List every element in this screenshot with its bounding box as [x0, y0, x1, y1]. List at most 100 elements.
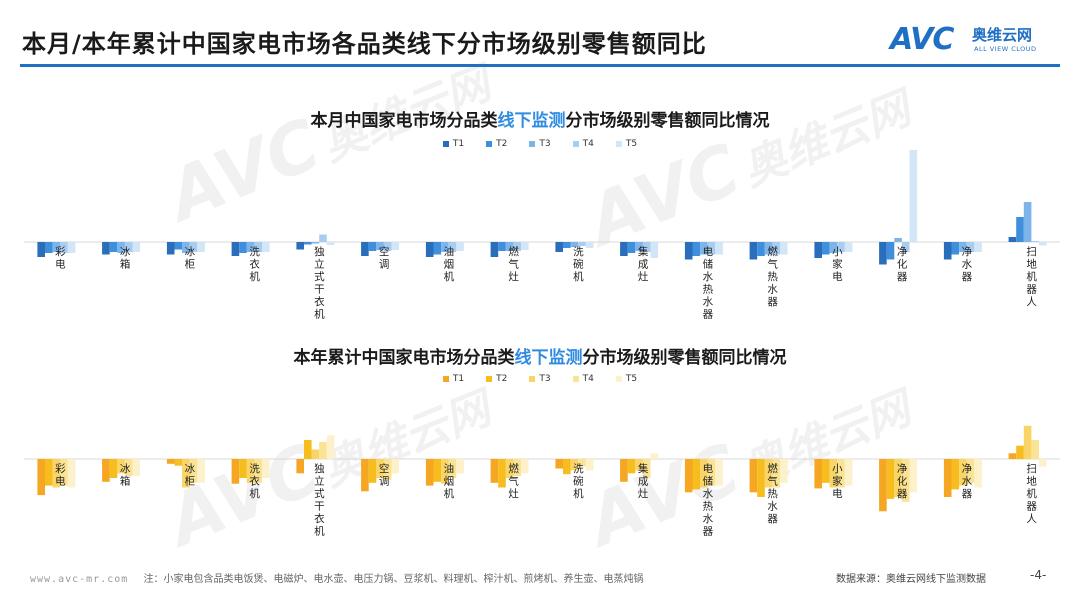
chart2-bar-t4: [901, 459, 910, 502]
chart2-bar-t1: [879, 459, 887, 512]
chart1-bar-t2: [1016, 217, 1024, 242]
chart1-bar-t1: [555, 242, 563, 252]
chart2-bar-t3: [246, 459, 255, 483]
chart1-bar-t3: [376, 242, 384, 250]
legend-label: T5: [625, 139, 638, 149]
chart1-bar-t2: [45, 242, 53, 253]
chart1-bar-t4: [124, 242, 133, 252]
legend-label: T2: [496, 139, 508, 149]
chart1-bar-t3: [1023, 202, 1032, 242]
logo-en: ALL VIEW CLOUD: [974, 45, 1037, 53]
chart2-category-label: 洗衣机: [249, 463, 260, 500]
page-title: 本月/本年累计中国家电市场各品类线下分市场级别零售额同比: [22, 30, 707, 58]
chart1-bar-t1: [166, 242, 175, 255]
chart2-bar-t4: [772, 459, 780, 488]
chart2-bar-t2: [692, 459, 701, 490]
chart1-bar-t4: [513, 242, 521, 251]
chart1-bar-t5: [715, 242, 723, 255]
chart2-bar-t4: [966, 459, 975, 483]
chart2-bar-t4: [254, 459, 262, 483]
chart1-bar-t1: [490, 242, 499, 257]
chart1-category-label: 集成灶: [638, 245, 649, 283]
chart2-bar-t3: [505, 459, 514, 478]
chart1-bar-t2: [822, 242, 830, 255]
chart1-bar-t3: [959, 242, 967, 252]
chart1-legend-t2: T2: [486, 139, 507, 149]
chart2-bar-t4: [1031, 440, 1039, 459]
chart1-category-label: 燃气热水器: [767, 245, 778, 308]
chart1-bar-t4: [837, 242, 845, 252]
chart1-bar-t3: [117, 242, 125, 253]
chart2-bar-t4: [707, 459, 716, 486]
chart2-bar-t1: [555, 459, 563, 469]
chart2-bar-t4: [448, 459, 457, 478]
chart1-bar-t5: [585, 242, 594, 248]
chart2-bar-t1: [749, 459, 758, 493]
chart2-bar-t4: [383, 459, 392, 480]
chart1-bar-t3: [311, 242, 320, 244]
chart2-bar-t1: [490, 459, 499, 483]
chart1-bar-t4: [578, 242, 586, 246]
legend-label: T3: [539, 139, 551, 149]
chart1-bar-t3: [829, 242, 838, 253]
chart1-bar-t5: [521, 242, 529, 250]
chart1-bar-t3: [700, 242, 708, 255]
chart2-bar-t3: [376, 459, 384, 478]
chart1-bar-t5: [1039, 242, 1047, 246]
chart2-bar-t2: [951, 459, 960, 490]
chart2-category-label: 冰箱: [120, 462, 131, 488]
chart1-bar-t2: [304, 242, 312, 245]
chart2-legend: T1 T2 T3 T4 T5: [0, 374, 1080, 384]
chart2-bar-t5: [197, 459, 205, 483]
chart2-bar-t2: [627, 459, 636, 474]
chart2-bar-t4: [189, 459, 198, 483]
chart1-title-highlight: 线下监测: [497, 111, 566, 131]
legend-swatch: [529, 376, 536, 382]
chart1-bar-t1: [1008, 237, 1017, 242]
chart2-bar-t1: [37, 459, 45, 496]
chart2-bar-t4: [513, 459, 521, 477]
chart2-bar-t4: [578, 459, 586, 467]
chart1-bar-t1: [684, 242, 693, 260]
footer-url[interactable]: www.avc-mr.com: [30, 574, 129, 585]
chart1-category-label: 彩电: [55, 246, 66, 271]
chart2-bar-t4: [124, 459, 133, 477]
chart2-bar-t2: [109, 459, 118, 478]
chart2-bar-t1: [231, 459, 240, 484]
chart1-category-label: 净化器: [897, 245, 908, 283]
chart1-category-label: 油烟机: [444, 245, 455, 283]
chart1-bar-t3: [182, 242, 190, 253]
chart2-bar-t1: [166, 459, 175, 464]
chart2-category-label: 空调: [379, 462, 390, 488]
chart1-bar-t5: [132, 242, 141, 252]
chart2-legend-t4: T4: [572, 374, 594, 384]
legend-swatch: [442, 376, 449, 382]
chart1-plot: 彩电 冰箱 冰柜 洗衣机 独立式干衣机 空调 油烟机 燃气灶 洗碗机 集成灶 电储水热水器 燃气热水器…: [24, 150, 1060, 321]
legend-swatch: [615, 376, 622, 382]
legend-label: T4: [582, 374, 594, 384]
chart2-plot: 彩电 冰箱 冰柜 洗衣机 独立式干衣机 空调 油烟机 燃气灶 洗碗机 集成灶 电储水热水器 燃气热水器…: [24, 425, 1060, 538]
chart1-category-label: 洗碗机: [573, 246, 584, 283]
chart2-bar-t1: [425, 459, 434, 486]
chart1-bar-t5: [262, 242, 270, 252]
chart1-bar-t5: [909, 150, 918, 242]
chart2-bar-t2: [1016, 445, 1024, 459]
chart1-legend-t4: T4: [572, 139, 594, 149]
chart1-bar-t2: [174, 242, 183, 250]
chart2-bar-t1: [361, 459, 369, 492]
chart1-bar-t2: [368, 242, 377, 251]
chart1-bar-t1: [425, 242, 434, 257]
chart1-legend-t5: T5: [615, 139, 638, 149]
chart2-bar-t1: [296, 459, 304, 474]
logo: AVC 奥维云网 ALL VIEW CLOUD: [890, 22, 1060, 62]
chart2-bar-t3: [700, 459, 708, 488]
chart2-bar-t4: [319, 441, 327, 459]
chart2-bar-t5: [326, 435, 335, 460]
footer-source: 数据来源：奥维云网线下监测数据: [836, 574, 986, 585]
chart2-bar-t5: [974, 459, 982, 488]
chart1-bar-t1: [102, 242, 110, 255]
chart2-category-label: 净水器: [962, 462, 973, 500]
chart1-bar-t4: [319, 234, 327, 242]
chart1-bar-t5: [650, 242, 659, 258]
chart1-bar-t4: [772, 242, 780, 255]
